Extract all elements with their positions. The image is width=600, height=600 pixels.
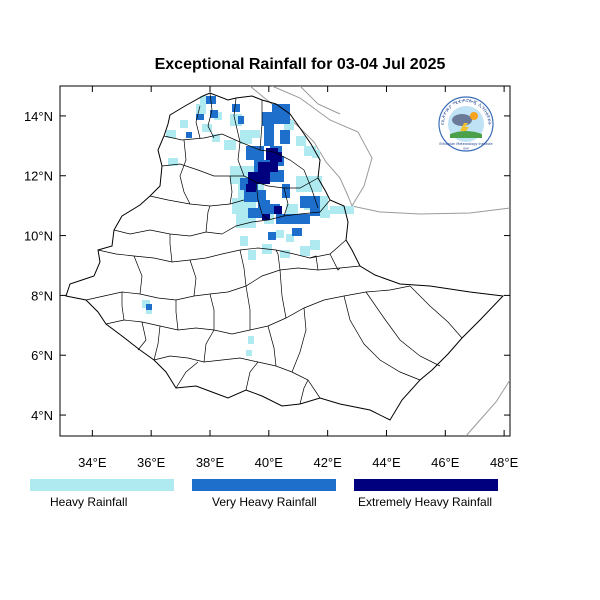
red-sea-coast (249, 86, 353, 207)
map-frame (59, 85, 511, 437)
very-heavy-rainfall-cell (244, 190, 266, 202)
very-heavy-rainfall-cell (262, 204, 280, 214)
very-heavy-rainfall-cell (272, 104, 290, 124)
heavy-rainfall-cell (284, 120, 294, 130)
lon-tick-label: 34°E (78, 455, 107, 470)
extremely-heavy-rainfall-cells (246, 148, 282, 220)
heavy-rainfall-cell (224, 140, 236, 150)
very-heavy-rainfall-cell (248, 208, 264, 218)
lat-tick-label: 12°N (24, 169, 53, 184)
lat-tick-label: 4°N (31, 408, 53, 423)
lightning-icon (460, 123, 469, 138)
heavy-rainfall-cell (248, 336, 254, 344)
heavy-rainfall-cell (296, 176, 322, 192)
legend-label-very_heavy: Very Heavy Rainfall (212, 495, 317, 509)
extremely-heavy-rainfall-cell (260, 176, 270, 184)
very-heavy-rainfall-cell (276, 214, 310, 224)
heavy-rainfall-cell (248, 250, 256, 260)
heavy-rainfall-cell (276, 230, 284, 238)
yemen-border (299, 86, 341, 115)
very-heavy-rainfall-cell (210, 110, 218, 118)
lat-tick-label: 6°N (31, 348, 53, 363)
heavy-rainfall-cell (310, 240, 320, 250)
very-heavy-rainfall-cell (186, 132, 192, 138)
heavy-rainfall-cell (252, 130, 260, 138)
heavy-rainfall-cell (280, 250, 290, 258)
lon-tick-label: 48°E (490, 455, 519, 470)
lon-tick-label: 46°E (431, 455, 460, 470)
heavy-rainfall-cell (240, 130, 252, 144)
very-heavy-rainfall-cell (310, 206, 320, 216)
very-heavy-rainfall-cell (262, 112, 274, 126)
heavy-rainfall-cell (200, 96, 210, 104)
legend-swatch-very_heavy (192, 479, 336, 491)
very-heavy-rainfall-cell (280, 130, 290, 144)
longitude-axis: 34°E 36°E 38°E 40°E 42°E 44°E 46°E 48°E (78, 86, 519, 470)
lat-tick-label: 14°N (24, 109, 53, 124)
lat-tick-label: 8°N (31, 288, 53, 303)
extremely-heavy-rainfall-cell (274, 206, 282, 214)
heavy-rainfall-cell (240, 236, 248, 246)
very-heavy-rainfall-cell (292, 228, 302, 236)
heavy-rainfall-cell (304, 146, 316, 156)
lon-tick-label: 36°E (137, 455, 166, 470)
emi-logo: የኢትዮጵያ ሚቲዎሮሎጂ ኢንስቲትዩት Ethiopian Meteorol… (438, 96, 494, 152)
lon-tick-label: 42°E (313, 455, 342, 470)
legend-swatch-extreme (354, 479, 498, 491)
heavy-rainfall-cell (286, 204, 298, 216)
logo-badge-text: EMI (463, 147, 468, 151)
heavy-rainfall-cell (330, 206, 354, 214)
heavy-rainfall-cell (296, 136, 306, 146)
extremely-heavy-rainfall-cell (248, 172, 260, 184)
extremely-heavy-rainfall-cell (258, 162, 270, 176)
logo-bottom-text: Ethiopian Meteorology Institute (439, 142, 492, 146)
very-heavy-rainfall-cell (268, 232, 276, 240)
lon-tick-label: 44°E (372, 455, 401, 470)
heavy-rainfall-cell (196, 104, 206, 114)
map-title: Exceptional Rainfall for 03-04 Jul 2025 (154, 56, 446, 73)
extremely-heavy-rainfall-cell (270, 160, 278, 172)
gulf-of-aden-coast (351, 205, 510, 215)
extremely-heavy-rainfall-cell (246, 184, 256, 192)
legend-swatch-heavy (30, 479, 174, 491)
lat-tick-label: 10°N (24, 229, 53, 244)
cloud-icon (452, 114, 472, 126)
very-heavy-rainfall-cell (232, 104, 240, 112)
extremely-heavy-rainfall-cell (276, 152, 282, 162)
arabian-coast (271, 86, 373, 207)
heavy-rainfall-cell (246, 350, 252, 356)
very-heavy-rainfall-cell (146, 304, 152, 310)
heavy-rainfall-cell (166, 130, 176, 138)
sun-icon (470, 112, 478, 120)
neighbor-boundaries (249, 86, 510, 436)
lon-tick-label: 40°E (255, 455, 284, 470)
heavy-rainfall-cell (300, 246, 310, 256)
very-heavy-rainfall-cell (270, 170, 284, 182)
legend: Heavy Rainfall Very Heavy Rainfall Extreme… (30, 479, 498, 509)
land-icon (450, 131, 482, 138)
heavy-rainfall-cell (286, 234, 294, 242)
heavy-rainfall-cell (180, 120, 188, 128)
legend-label-heavy: Heavy Rainfall (50, 495, 127, 509)
heavy-rainfall-cell (168, 158, 178, 166)
heavy-rainfall-cell (212, 134, 220, 142)
admin-boundaries (85, 92, 463, 405)
very-heavy-rainfall-cell (238, 116, 244, 124)
lon-tick-label: 38°E (196, 455, 225, 470)
heavy-rainfall-cell (320, 210, 330, 218)
very-heavy-rainfall-cell (282, 184, 290, 198)
legend-label-extreme: Extremely Heavy Rainfall (358, 495, 492, 509)
heavy-rainfall-cell (312, 150, 320, 158)
country-outline (65, 92, 505, 421)
somalia-coast (465, 379, 510, 436)
latitude-axis: 4°N 6°N 8°N 10°N 12°N 14°N (24, 109, 510, 423)
heavy-rainfall-cell (202, 124, 212, 132)
very-heavy-rainfall-cell (196, 114, 204, 120)
extremely-heavy-rainfall-cell (262, 214, 270, 220)
very-heavy-rainfall-cell (264, 126, 274, 146)
